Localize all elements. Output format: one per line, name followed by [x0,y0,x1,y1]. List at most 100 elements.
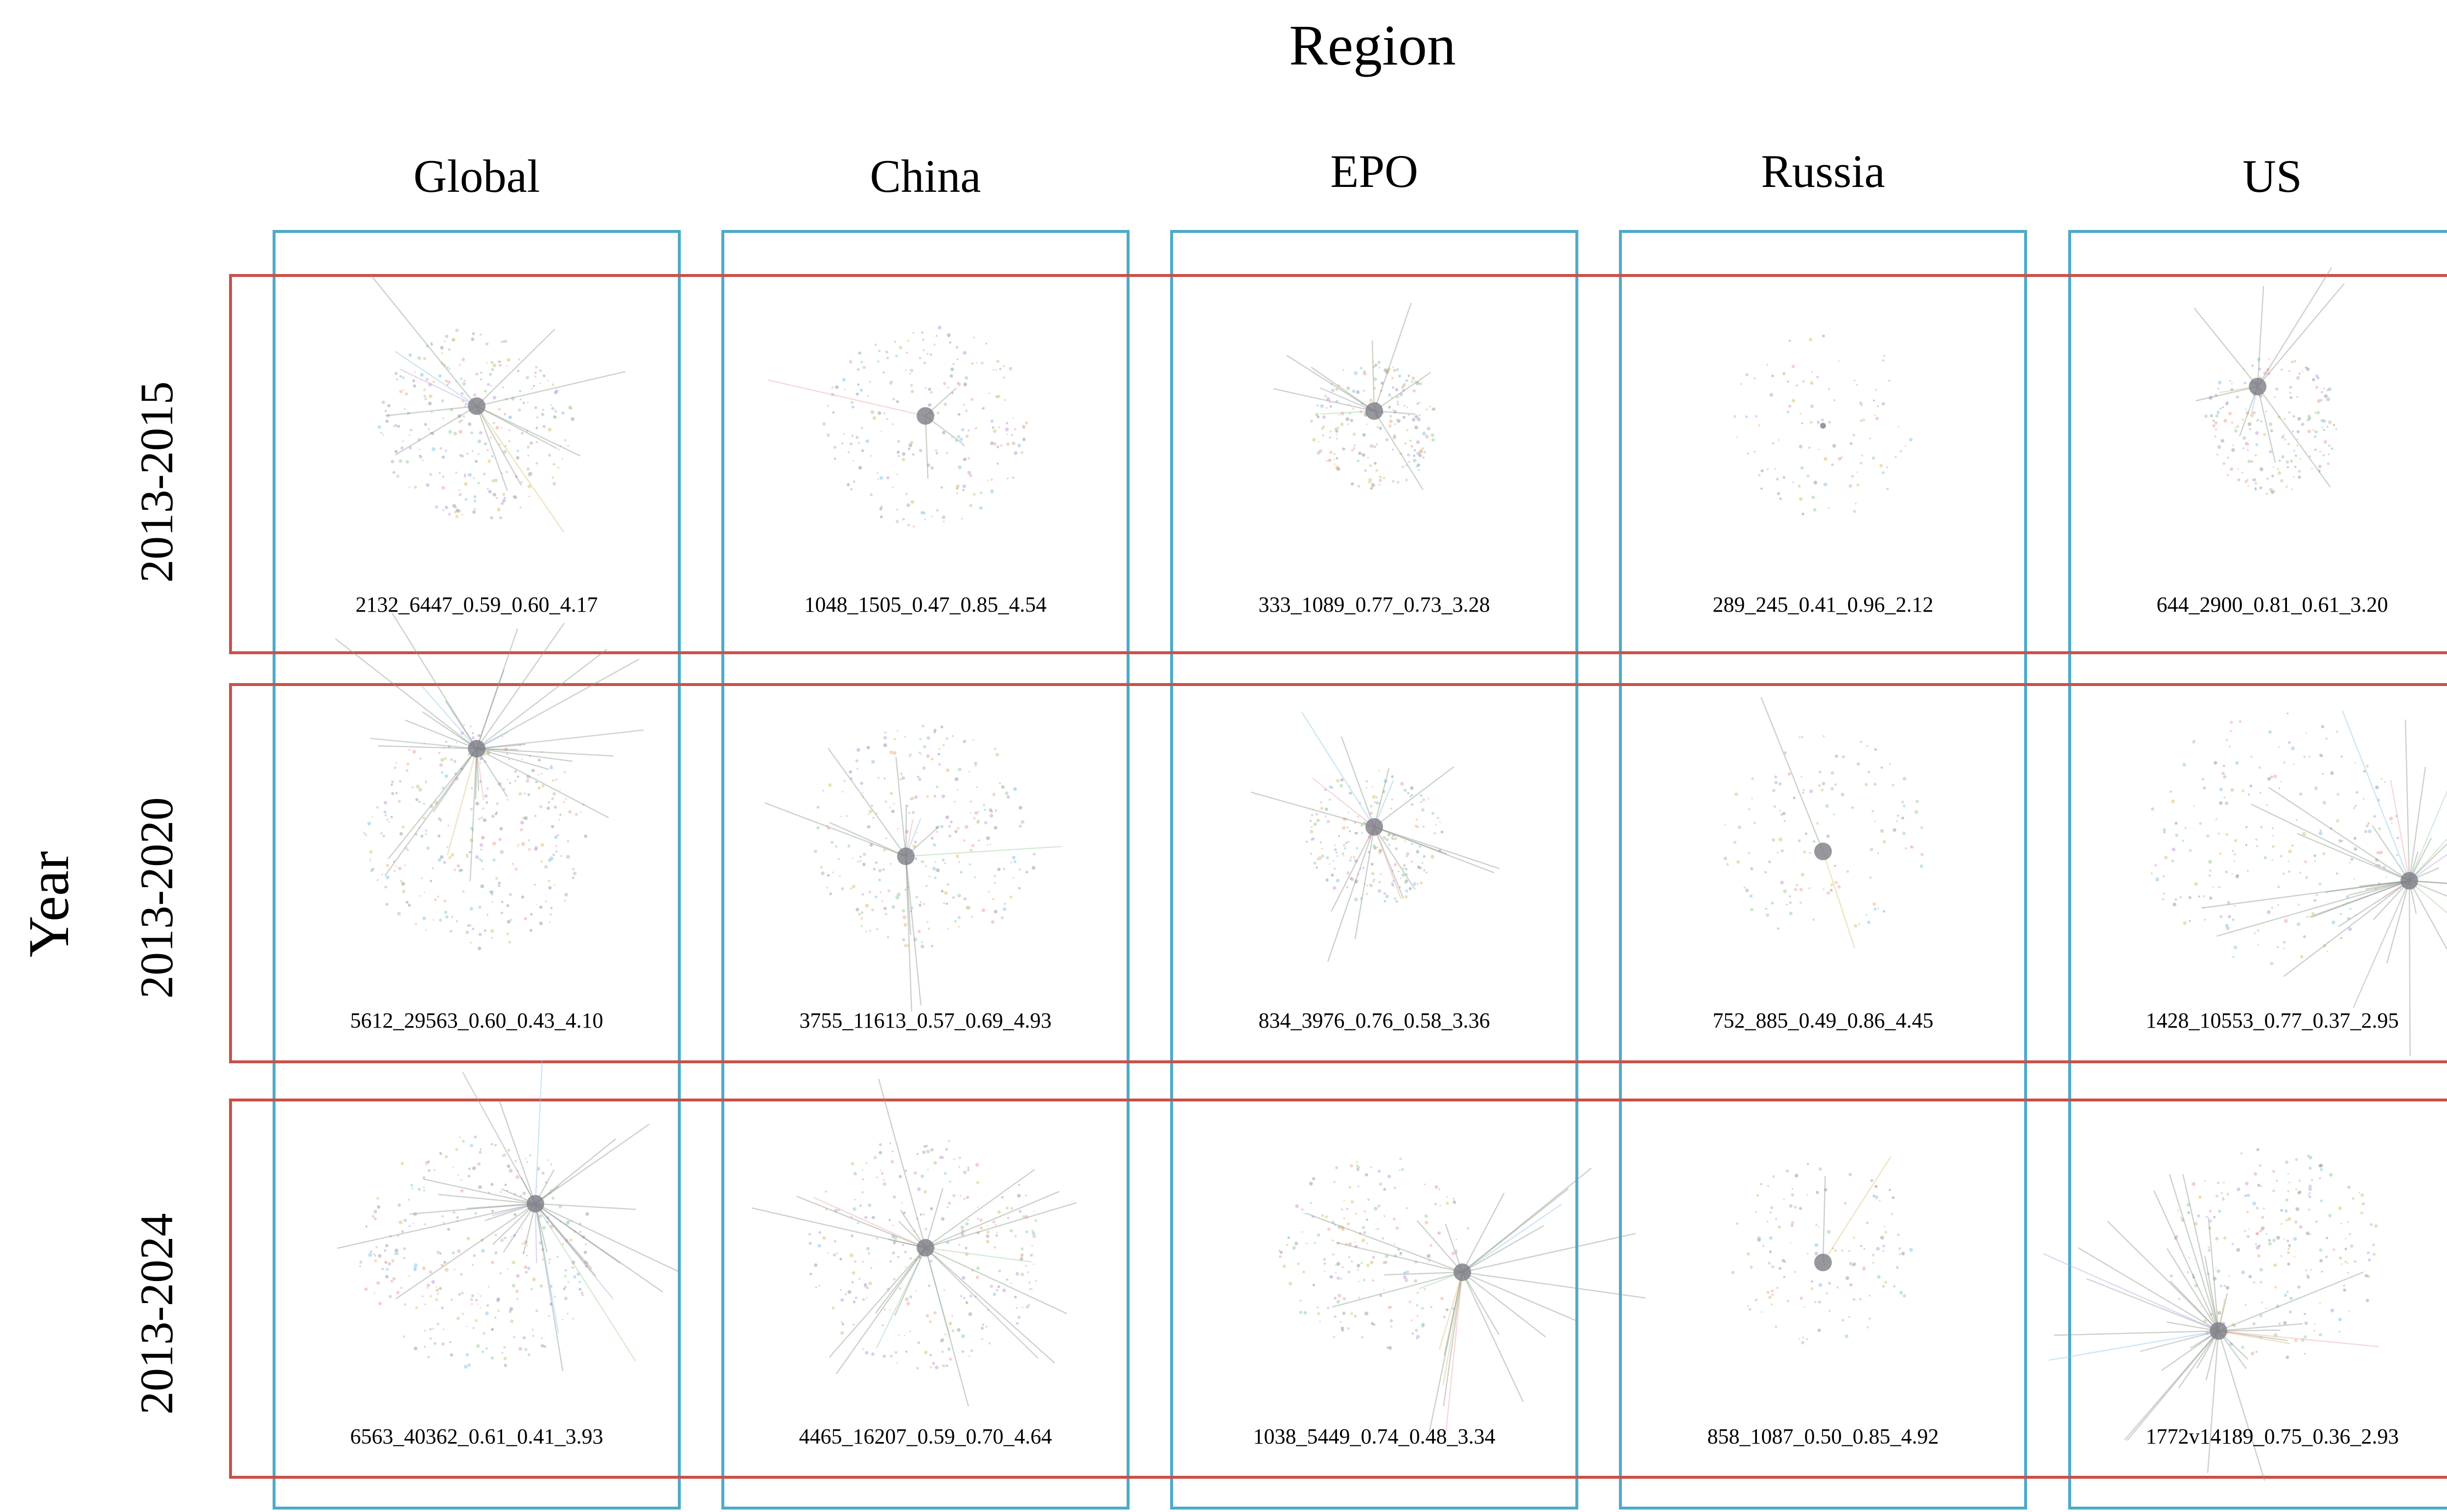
network-edge [477,329,555,407]
network-node [508,758,510,760]
network-node [449,1341,451,1343]
network-node [1342,369,1344,371]
network-node [1799,445,1803,449]
network-edge [535,1124,649,1204]
network-node [534,371,537,374]
network-node [421,877,423,879]
network-node [2252,365,2254,367]
network-node [1811,371,1813,373]
network-node [877,479,879,480]
network-node [948,1140,950,1143]
network-node [992,426,994,429]
network-node [501,427,502,428]
network-node [470,942,472,944]
network-node [447,1228,450,1231]
network-node [402,825,405,828]
network-node [1299,1300,1301,1302]
network-node [943,521,945,523]
network-edge [1374,827,1500,869]
network-graph-2024-china [721,1121,1130,1404]
network-node [429,1270,432,1274]
network-edge [477,749,609,818]
network-node [2308,1185,2312,1188]
network-node [1792,399,1796,403]
network-node [2319,1177,2321,1179]
network-node [1358,485,1361,488]
network-node [1874,414,1876,416]
network-node [502,1155,504,1157]
network-node [991,419,994,423]
network-node [1446,1202,1449,1205]
network-node [386,875,390,879]
network-node [1371,483,1375,487]
network-node [1813,840,1816,843]
network-edge [828,748,906,856]
network-node [439,1152,442,1155]
network-node [1875,417,1879,420]
network-node [861,917,863,920]
network-node [957,827,959,829]
network-node [541,773,543,775]
network-node [1416,819,1418,821]
network-node [934,729,937,732]
network-node [508,941,511,944]
network-node [1733,415,1736,418]
network-node [1378,889,1381,893]
network-node [374,1255,376,1257]
network-node [572,868,575,871]
network-node [524,1348,527,1351]
network-node [858,442,860,444]
network-node [1431,855,1434,859]
network-node [815,1286,817,1288]
network-node [534,884,536,886]
network-node [1809,338,1812,342]
network-node [2283,761,2285,764]
network-edge [2218,1331,2379,1347]
network-node [457,864,460,868]
network-node [968,429,970,431]
network-edge [2342,710,2409,881]
network-node [1404,880,1408,884]
network-node [470,1144,473,1147]
network-node [1754,822,1756,824]
network-node [865,931,867,933]
network-node [905,1266,906,1268]
network-edge [1332,1272,1462,1307]
network-node [2220,1285,2223,1288]
network-node [2223,1182,2224,1183]
network-node [883,371,885,373]
network-node [540,843,544,847]
network-node [563,801,566,803]
network-node [1025,1230,1028,1233]
network-node [1740,383,1742,385]
network-node [535,781,537,783]
network-node [2384,781,2386,783]
network-node [1800,888,1803,892]
network-node [871,804,873,807]
network-node [852,885,855,888]
network-node [2319,451,2321,453]
network-node [861,449,864,452]
network-node [945,1148,948,1151]
network-node [1435,824,1437,825]
network-node [391,460,394,463]
network-node [521,895,524,898]
network-node [2306,1232,2310,1236]
network-node [1790,1242,1791,1244]
network-node [1343,1217,1345,1219]
network-edge [2297,833,2410,881]
network-node [491,455,493,458]
network-node [564,1297,568,1300]
network-node [2252,479,2255,481]
network-node [448,513,451,515]
network-node [1755,1211,1757,1213]
network-node [2249,784,2252,787]
network-node [1339,414,1340,415]
network-node [1358,1281,1360,1283]
network-node [1408,375,1410,377]
network-node [448,856,451,859]
network-node [468,754,470,756]
network-node [1007,795,1010,799]
network-node [1390,1306,1392,1308]
network-node [2340,937,2342,939]
